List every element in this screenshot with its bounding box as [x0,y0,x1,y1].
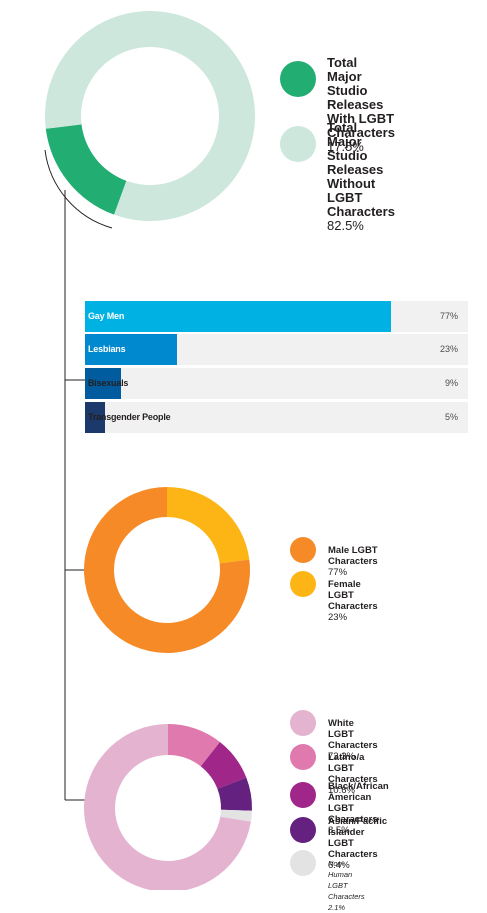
legend-item-black: Black/African American LGBT Characters 8… [290,779,389,836]
legend-swatch-male [290,537,316,563]
bar-row-transgender: Transgender People 5% [85,402,468,433]
legend-pct-white: 72.3% [328,751,355,762]
legend-item-with-lgbt: Total Major Studio Releases With LGBT Ch… [280,56,395,154]
donut-slice-black [200,741,247,789]
bar-value-lesbians: 23% [439,344,458,354]
legend-pct-black: 8.5% [328,825,350,836]
legend-line-text: Characters [327,125,395,140]
legend-pct-with-lgbt: 17.5% [327,139,364,154]
legend-swatch-white [290,710,316,736]
legend-pct-latino: 10.6% [328,785,355,796]
bar-label-bisexuals: Bisexuals [88,378,129,388]
bar-transgender [85,402,105,433]
donut-slice-nonhuman [220,809,252,822]
legend-text: Male LGBT Characters [328,545,378,567]
legend-swatch-asian [290,817,316,843]
legend-pct-male: 77% [328,567,348,578]
legend-pct-asian: 6.4% [328,860,350,871]
bar-value-bisexuals: 9% [444,378,458,388]
legend-swatch-black [290,782,316,808]
legend-text: Female LGBT Characters [328,579,378,612]
legend-item-female: Female LGBT Characters 23% [290,571,378,623]
legend-item-white: White LGBT Characters 72.3% [290,710,378,762]
legend-item-asian: Asian/Pacific Islander LGBT Characters 6… [290,814,387,871]
donut-slice-white [84,724,251,890]
legend-swatch-without-lgbt [280,126,316,162]
legend-line-text: Characters [328,814,378,825]
gender-donut-chart [84,487,250,653]
bar-value-transgender: 5% [444,412,458,422]
bar-row-lesbians: Lesbians 23% [85,334,468,365]
donut-slice-female [167,487,250,564]
legend-item-male: Male LGBT Characters 77% [290,537,378,578]
bar-row-gay-men: Gay Men 77% [85,301,468,332]
legend-label-nonhuman: Non-Human LGBT Characters 2.1% [328,858,365,913]
connector-line [44,149,113,801]
legend-text: White LGBT Characters [328,718,378,751]
legend-swatch-female [290,571,316,597]
legend-line: Total Major Studio [327,55,368,98]
legend-item-without-lgbt: Total Major Studio Releases Without LGBT… [280,121,395,233]
race-donut-chart [84,724,252,890]
legend-line: Characters 8.5% [328,814,389,836]
connector-bracket [44,149,113,229]
legend-line: Total Major Studio [327,120,368,163]
legend-line: Asian/Pacific Islander LGBT [328,816,388,849]
donut-slice-asian [217,777,252,811]
bar-label-gay-men: Gay Men [88,311,125,321]
donut-slice-male [84,487,250,653]
bar-row-bisexuals: Bisexuals 9% [85,368,468,399]
bar-lesbians [85,334,177,365]
legend-label-latino: Latino/a LGBT Characters 10.6% [328,752,378,796]
legend-pct-female: 23% [328,612,348,623]
legend-label-without-lgbt: Total Major Studio Releases Without LGBT… [327,121,395,233]
legend-item-nonhuman: Non-Human LGBT Characters 2.1% [290,850,365,913]
legend-line: Black/African American LGBT [328,781,389,814]
legend-line-text: Characters [328,849,378,860]
donut-slice-with-lgbt [45,124,127,215]
legend-line-text: Characters [327,204,395,219]
legend-label-female: Female LGBT Characters 23% [328,579,378,623]
legend-label-with-lgbt: Total Major Studio Releases With LGBT Ch… [327,56,395,154]
legend-text: Non-Human LGBT Characters [328,859,365,901]
legend-label-white: White LGBT Characters 72.3% [328,718,378,762]
legend-label-asian: Asian/Pacific Islander LGBT Characters 6… [328,816,387,871]
legend-swatch-with-lgbt [280,61,316,97]
legend-line: Characters 6.4% [328,849,387,871]
releases-donut-chart [45,11,255,221]
bar-value-gay-men: 77% [439,311,458,321]
legend-swatch-latino [290,744,316,770]
legend-line: Releases Without LGBT [327,162,384,205]
bar-gay-men [85,301,392,332]
legend-line: Characters 82.5% [327,205,395,233]
legend-line: Releases With LGBT [327,97,395,126]
donut-slice-without-lgbt [45,11,255,221]
donut-slice-latino [168,724,220,767]
legend-pct-without-lgbt: 82.5% [327,218,364,233]
legend-text: Latino/a LGBT Characters [328,752,378,785]
legend-pct-nonhuman: 2.1% [328,903,346,912]
legend-label-male: Male LGBT Characters 77% [328,545,378,578]
legend-swatch-nonhuman [290,850,316,876]
legend-label-black: Black/African American LGBT Characters 8… [328,781,389,836]
bar-label-lesbians: Lesbians [88,344,126,354]
bar-bisexuals [85,368,121,399]
bar-label-transgender: Transgender People [88,412,171,422]
legend-item-latino: Latino/a LGBT Characters 10.6% [290,744,378,796]
legend-line: Characters 17.5% [327,126,395,154]
